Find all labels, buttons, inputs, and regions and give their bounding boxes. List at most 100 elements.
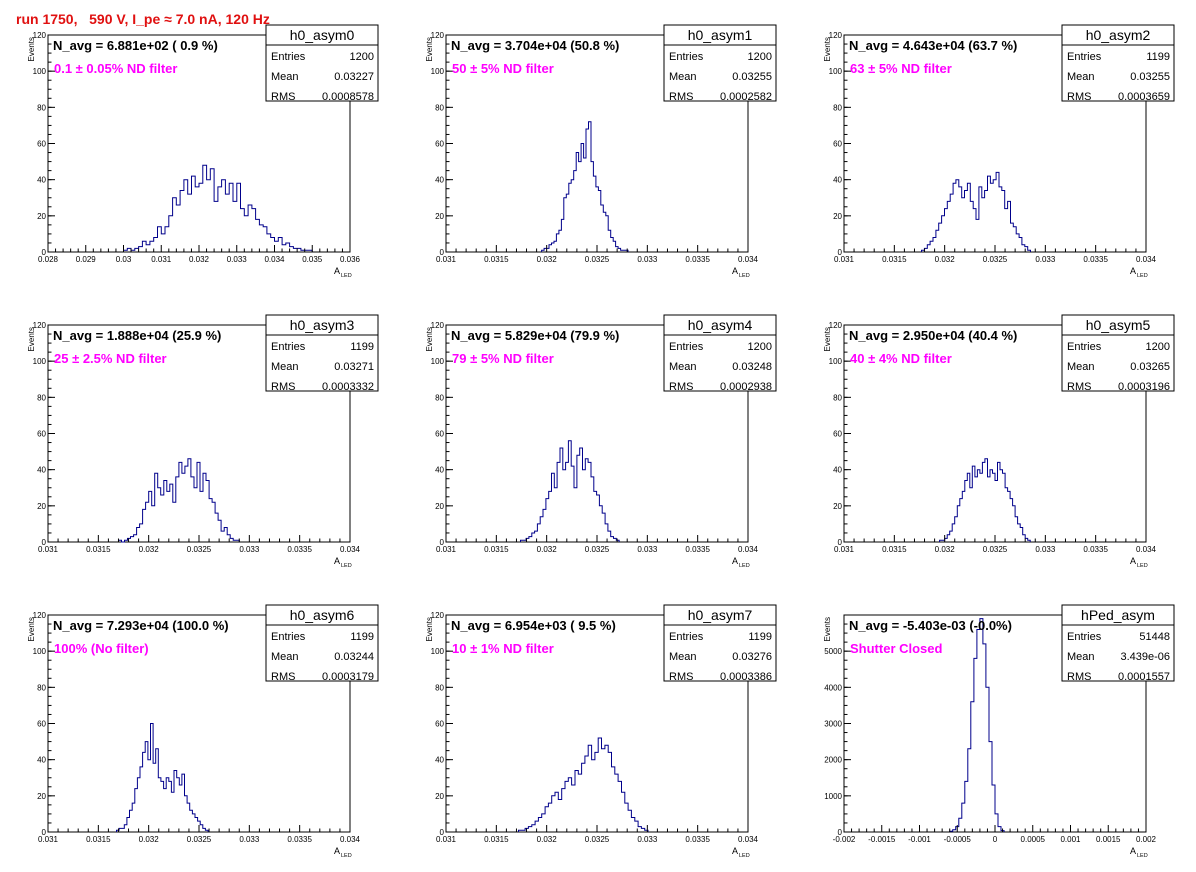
x-tick-label: 0.034 — [1136, 255, 1157, 264]
stats-label: Entries — [669, 341, 704, 353]
y-tick-label: 120 — [431, 611, 445, 620]
histogram-line — [118, 458, 240, 543]
x-tick-label: 0.032 — [935, 545, 956, 554]
y-tick-label: 80 — [37, 683, 46, 692]
x-tick-label: -0.0015 — [868, 835, 896, 844]
stats-title: hPed_asym — [1081, 607, 1155, 623]
stats-label: Mean — [271, 651, 299, 663]
stats-label: Mean — [271, 361, 299, 373]
stats-value: 0.0003386 — [720, 671, 772, 683]
y-tick-label: 60 — [435, 720, 444, 729]
x-tick-label: 0.001 — [1060, 835, 1081, 844]
y-tick-label: 3000 — [824, 720, 842, 729]
stats-title: h0_asym4 — [688, 317, 753, 333]
x-tick-label: 0.032 — [537, 255, 558, 264]
y-axis-title: Events — [425, 37, 434, 61]
x-tick-label: -0.001 — [908, 835, 931, 844]
x-axis-subscript: LED — [1137, 853, 1148, 859]
x-tick-label: 0.031 — [834, 255, 855, 264]
x-axis-title: A — [1130, 846, 1136, 856]
x-axis-title: A — [334, 846, 340, 856]
stats-value: 0.03255 — [732, 71, 772, 83]
y-tick-label: 80 — [435, 103, 444, 112]
x-tick-label: 0.032 — [139, 545, 160, 554]
x-axis-subscript: LED — [341, 563, 352, 569]
y-tick-label: 120 — [431, 321, 445, 330]
stats-value: 51448 — [1139, 631, 1170, 643]
navg-label: N_avg = 6.954e+03 ( 9.5 %) — [451, 618, 616, 633]
y-tick-label: 80 — [37, 393, 46, 402]
stats-value: 0.03244 — [334, 651, 374, 663]
y-tick-label: 120 — [829, 321, 843, 330]
y-tick-label: 0 — [42, 248, 47, 257]
y-tick-label: 100 — [33, 67, 47, 76]
x-tick-label: 0.033 — [637, 545, 658, 554]
x-axis-title: A — [334, 556, 340, 566]
stats-label: Entries — [1067, 51, 1102, 63]
y-tick-label: 60 — [37, 140, 46, 149]
x-tick-label: 0.032 — [537, 545, 558, 554]
x-axis-title: A — [1130, 556, 1136, 566]
stats-value: 0.0001557 — [1118, 671, 1170, 683]
stats-label: Entries — [1067, 341, 1102, 353]
y-tick-label: 20 — [435, 502, 444, 511]
stats-box — [1061, 604, 1175, 682]
y-tick-label: 20 — [435, 212, 444, 221]
y-tick-label: 40 — [37, 466, 46, 475]
stats-value: 1199 — [350, 631, 374, 643]
stats-title: h0_asym1 — [688, 27, 753, 43]
histogram-panel-h0_asym2: 0.031 0.0315 0.032 0.0325 0.033 0.0335 0.034 0 2… — [823, 24, 1175, 279]
stats-title: h0_asym6 — [290, 607, 355, 623]
x-tick-label: 0.036 — [340, 255, 361, 264]
histogram-panel-h0_asym7: 0.031 0.0315 0.032 0.0325 0.033 0.0335 0.034 0 2… — [425, 604, 777, 859]
stats-label: Mean — [1067, 651, 1095, 663]
y-tick-label: 0 — [42, 828, 47, 837]
x-tick-label: 0.031 — [151, 255, 172, 264]
y-tick-label: 60 — [37, 430, 46, 439]
x-tick-label: 0.0315 — [484, 835, 509, 844]
figure-title: run 1750, 590 V, I_pe ≈ 7.0 nA, 120 Hz — [16, 11, 270, 27]
stats-value: 0.0002938 — [720, 381, 772, 393]
histogram-line — [518, 737, 649, 832]
stats-box — [663, 24, 777, 102]
x-tick-label: 0.034 — [738, 255, 759, 264]
y-tick-label: 40 — [833, 466, 842, 475]
x-axis-subscript: LED — [739, 853, 750, 859]
navg-label: N_avg = -5.403e-03 (-0.0%) — [849, 618, 1012, 633]
x-tick-label: 0.033 — [239, 835, 260, 844]
y-tick-label: 60 — [435, 430, 444, 439]
x-tick-label: 0.03 — [116, 255, 132, 264]
navg-label: N_avg = 3.704e+04 (50.8 %) — [451, 38, 619, 53]
y-tick-label: 120 — [431, 31, 445, 40]
y-tick-label: 40 — [435, 466, 444, 475]
histogram-line — [949, 618, 1005, 832]
stats-label: Entries — [1067, 631, 1102, 643]
y-tick-label: 0 — [440, 248, 445, 257]
filter-annotation: 0.1 ± 0.05% ND filter — [54, 61, 177, 76]
x-tick-label: 0.035 — [302, 255, 323, 264]
stats-box — [265, 604, 379, 682]
x-tick-label: 0.031 — [436, 835, 457, 844]
x-tick-label: 0.0335 — [685, 255, 710, 264]
stats-box — [265, 24, 379, 102]
x-tick-label: 0.032 — [935, 255, 956, 264]
stats-value: 1199 — [748, 631, 772, 643]
y-tick-label: 5000 — [824, 647, 842, 656]
histogram-line — [921, 171, 1031, 252]
y-tick-label: 20 — [833, 212, 842, 221]
y-tick-label: 0 — [838, 538, 843, 547]
y-tick-label: 100 — [431, 67, 445, 76]
stats-value: 0.0003332 — [322, 381, 374, 393]
x-tick-label: 0.033 — [1035, 545, 1056, 554]
y-axis-title: Events — [425, 617, 434, 641]
x-axis-title: A — [732, 846, 738, 856]
stats-label: Mean — [1067, 361, 1095, 373]
y-axis-title: Events — [27, 37, 36, 61]
y-tick-label: 1000 — [824, 792, 842, 801]
stats-label: RMS — [271, 381, 295, 393]
histogram-panel-h0_asym5: 0.031 0.0315 0.032 0.0325 0.033 0.0335 0.034 0 2… — [823, 314, 1175, 569]
y-tick-label: 2000 — [824, 756, 842, 765]
x-tick-label: 0.0315 — [484, 545, 509, 554]
x-axis-subscript: LED — [341, 853, 352, 859]
